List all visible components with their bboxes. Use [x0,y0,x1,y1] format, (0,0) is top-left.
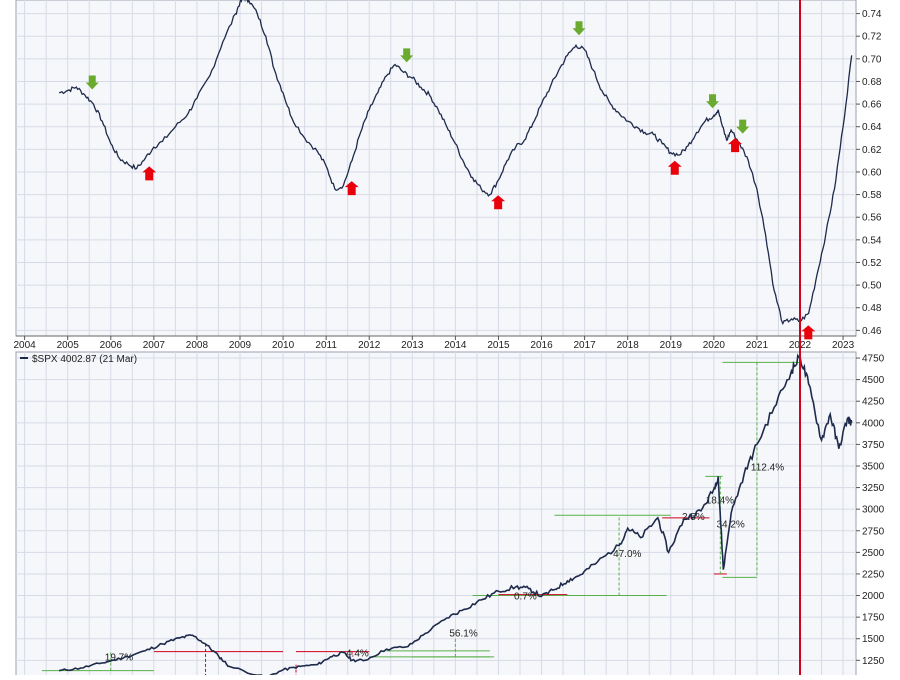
ratio-y-tick-label: 0.72 [862,32,882,43]
spx-y-tick-label: 1750 [862,613,885,624]
ratio-x-tick-label: 2006 [100,340,123,351]
buy-arrow-icon [801,325,816,340]
ratio-y-tick-label: 0.70 [862,54,882,65]
spx-y-tick-label: 1500 [862,634,885,645]
spx-y-tick-label: 4750 [862,354,885,365]
ratio-y-tick-label: 0.68 [862,77,882,88]
buy-arrow-icon [491,195,506,210]
ratio-x-tick-label: 2015 [487,340,510,351]
ratio-panel: 0.46 0.48 0.50 0.52 0.54 0.56 0.58 0.60 0.62 0.64… [13,0,882,351]
spx-y-tick-label: 2000 [862,591,885,602]
ratio-y-tick-label: 0.54 [862,235,882,246]
ratio-y-tick-label: 0.52 [862,258,882,269]
spx-y-tick-label: 2250 [862,569,885,580]
ratio-x-tick-label: 2016 [530,340,553,351]
ratio-x-tick-label: 2018 [617,340,640,351]
measure-label: 4.4% [346,648,369,659]
ratio-x-tick-label: 2014 [444,340,467,351]
buy-arrow-icon [142,166,157,181]
spx-y-tick-label: 3500 [862,462,885,473]
spx-panel: 1250 1500 1750 2000 2250 2500 2750 3000 3250 3500… [15,351,885,679]
spx-y-tick-label: 2750 [862,526,885,537]
spx-y-tick-label: 2500 [862,548,885,559]
spx-y-tick-label: 3750 [862,440,885,451]
buy-arrow-icon [344,181,359,196]
ratio-x-tick-label: 2012 [358,340,381,351]
spx-legend: $SPX 4002.87 (21 Mar) [32,354,137,365]
ratio-y-tick-label: 0.50 [862,281,882,292]
measure-label: 34.2% [716,520,744,531]
ratio-x-tick-label: 2013 [401,340,424,351]
ratio-x-tick-label: 2021 [746,340,769,351]
spx-y-tick-label: 4500 [862,375,885,386]
measure-label: 47.0% [613,549,641,560]
sell-arrow-icon [706,94,720,109]
ratio-x-tick-label: 2011 [315,340,337,351]
ratio-x-tick-label: 2020 [703,340,726,351]
ratio-y-tick-label: 0.64 [862,122,882,133]
measure-label: 112.4% [751,463,784,474]
sell-arrow-icon [572,21,586,36]
sell-arrow-icon [736,119,750,134]
ratio-x-tick-label: 2007 [143,340,166,351]
ratio-y-tick-label: 0.66 [862,100,882,111]
ratio-y-tick-label: 0.56 [862,213,882,224]
buy-arrow-icon [667,160,682,175]
spx-plot-area [15,351,857,678]
ratio-series-line [58,0,853,326]
ratio-y-tick-label: 0.62 [862,145,882,156]
spx-y-tick-label: 3250 [862,483,885,494]
ratio-y-tick-label: 0.48 [862,303,882,314]
ratio-plot-area [15,0,857,337]
ratio-x-tick-label: 2019 [660,340,683,351]
ratio-x-tick-label: 2009 [229,340,252,351]
ratio-x-tick-label: 2008 [186,340,209,351]
ratio-y-tick-label: 0.46 [862,326,882,337]
sell-arrow-icon [85,75,99,90]
buy-arrow-icon [728,138,743,153]
ratio-y-tick-label: 0.74 [862,9,882,20]
measure-label: 56.1% [449,629,477,640]
spx-y-tick-label: 4250 [862,397,885,408]
measure-label: 0.7% [514,591,537,602]
ratio-x-tick-label: 2005 [57,340,80,351]
ratio-y-tick-label: 0.60 [862,167,882,178]
spx-y-tick-label: 3000 [862,505,885,516]
sell-arrow-icon [400,48,414,63]
ratio-x-tick-label: 2010 [272,340,295,351]
spx-series-line [58,353,853,679]
ratio-x-tick-label: 2017 [573,340,596,351]
ratio-x-tick-label: 2023 [832,340,855,351]
spx-y-tick-label: 4000 [862,418,885,429]
ratio-x-tick-label: 2004 [13,340,36,351]
spx-y-tick-label: 1250 [862,656,885,667]
ratio-y-tick-label: 0.58 [862,190,882,201]
